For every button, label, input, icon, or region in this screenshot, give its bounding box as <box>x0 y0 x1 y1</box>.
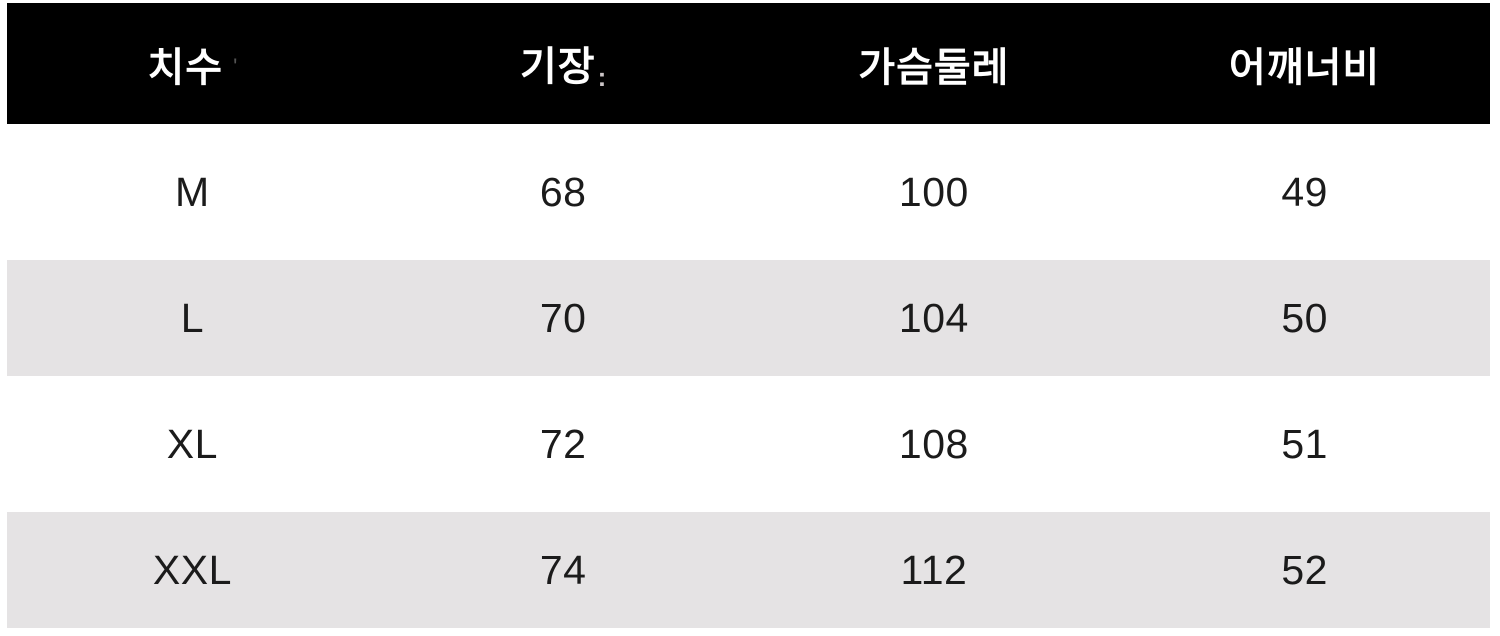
cell-xxl-size: XXL <box>7 547 378 594</box>
column-header-shoulder: 어깨너비 <box>1119 35 1490 93</box>
cell-m-shoulder-value: 49 <box>1281 168 1328 215</box>
cell-m-length-value: 68 <box>539 168 587 215</box>
cell-xl-shoulder-value: 51 <box>1281 420 1328 467</box>
cell-l-length-value: 70 <box>539 294 587 341</box>
cell-xxl-length-value: 74 <box>539 546 587 593</box>
table-row-xxl: XXL 74 112 52 <box>7 512 1490 628</box>
cell-l-shoulder-value: 50 <box>1281 294 1328 341</box>
cell-xxl-length: 74 <box>378 547 749 594</box>
cell-xxl-shoulder-value: 52 <box>1281 546 1328 593</box>
cell-xl-chest-value: 108 <box>898 420 969 467</box>
cell-m-chest-value: 100 <box>898 168 969 215</box>
cell-m-size-value: M <box>175 168 210 215</box>
table-row-l: L 70 104 50 <box>7 260 1490 376</box>
column-header-length-label: 기장 <box>519 45 596 89</box>
cell-l-chest: 104 <box>749 295 1120 342</box>
table-row-xl: XL 72 108 51 <box>7 376 1490 512</box>
column-header-shoulder-label: 어깨너비 <box>1229 45 1381 90</box>
column-header-length: 기장: <box>378 34 749 93</box>
cell-l-size-value: L <box>180 294 205 341</box>
cell-l-chest-value: 104 <box>898 294 969 341</box>
cell-m-shoulder: 49 <box>1119 169 1490 216</box>
column-header-size-label: 치수 <box>147 45 224 90</box>
cell-m-size: M <box>7 169 378 216</box>
cell-l-size: L <box>7 295 378 342</box>
cell-l-shoulder: 50 <box>1119 295 1490 342</box>
column-header-size: 치수 ' <box>7 35 378 93</box>
artifact-tick-mark: ' <box>233 54 238 80</box>
table-header-row: 치수 ' 기장: 가슴둘레 어깨너비 <box>7 3 1490 124</box>
cell-xl-length-value: 72 <box>539 420 587 467</box>
cell-xl-chest: 108 <box>749 421 1120 468</box>
column-header-chest: 가슴둘레 <box>749 35 1120 93</box>
cell-xxl-size-value: XXL <box>152 546 232 593</box>
size-chart-table: 치수 ' 기장: 가슴둘레 어깨너비 M 68 100 49 L 70 104 5… <box>7 3 1490 628</box>
cell-xl-length: 72 <box>378 421 749 468</box>
cell-xl-size: XL <box>7 421 378 468</box>
cell-xl-size-value: XL <box>166 420 218 467</box>
cell-xxl-chest: 112 <box>749 547 1120 594</box>
cell-m-length: 68 <box>378 169 749 216</box>
cell-xxl-chest-value: 112 <box>900 546 968 593</box>
cell-m-chest: 100 <box>749 169 1120 216</box>
column-header-chest-label: 가슴둘레 <box>858 45 1010 90</box>
cell-xxl-shoulder: 52 <box>1119 547 1490 594</box>
table-row-m: M 68 100 49 <box>7 124 1490 260</box>
cell-xl-shoulder: 51 <box>1119 421 1490 468</box>
cell-l-length: 70 <box>378 295 749 342</box>
artifact-colon-mark: : <box>597 62 607 92</box>
